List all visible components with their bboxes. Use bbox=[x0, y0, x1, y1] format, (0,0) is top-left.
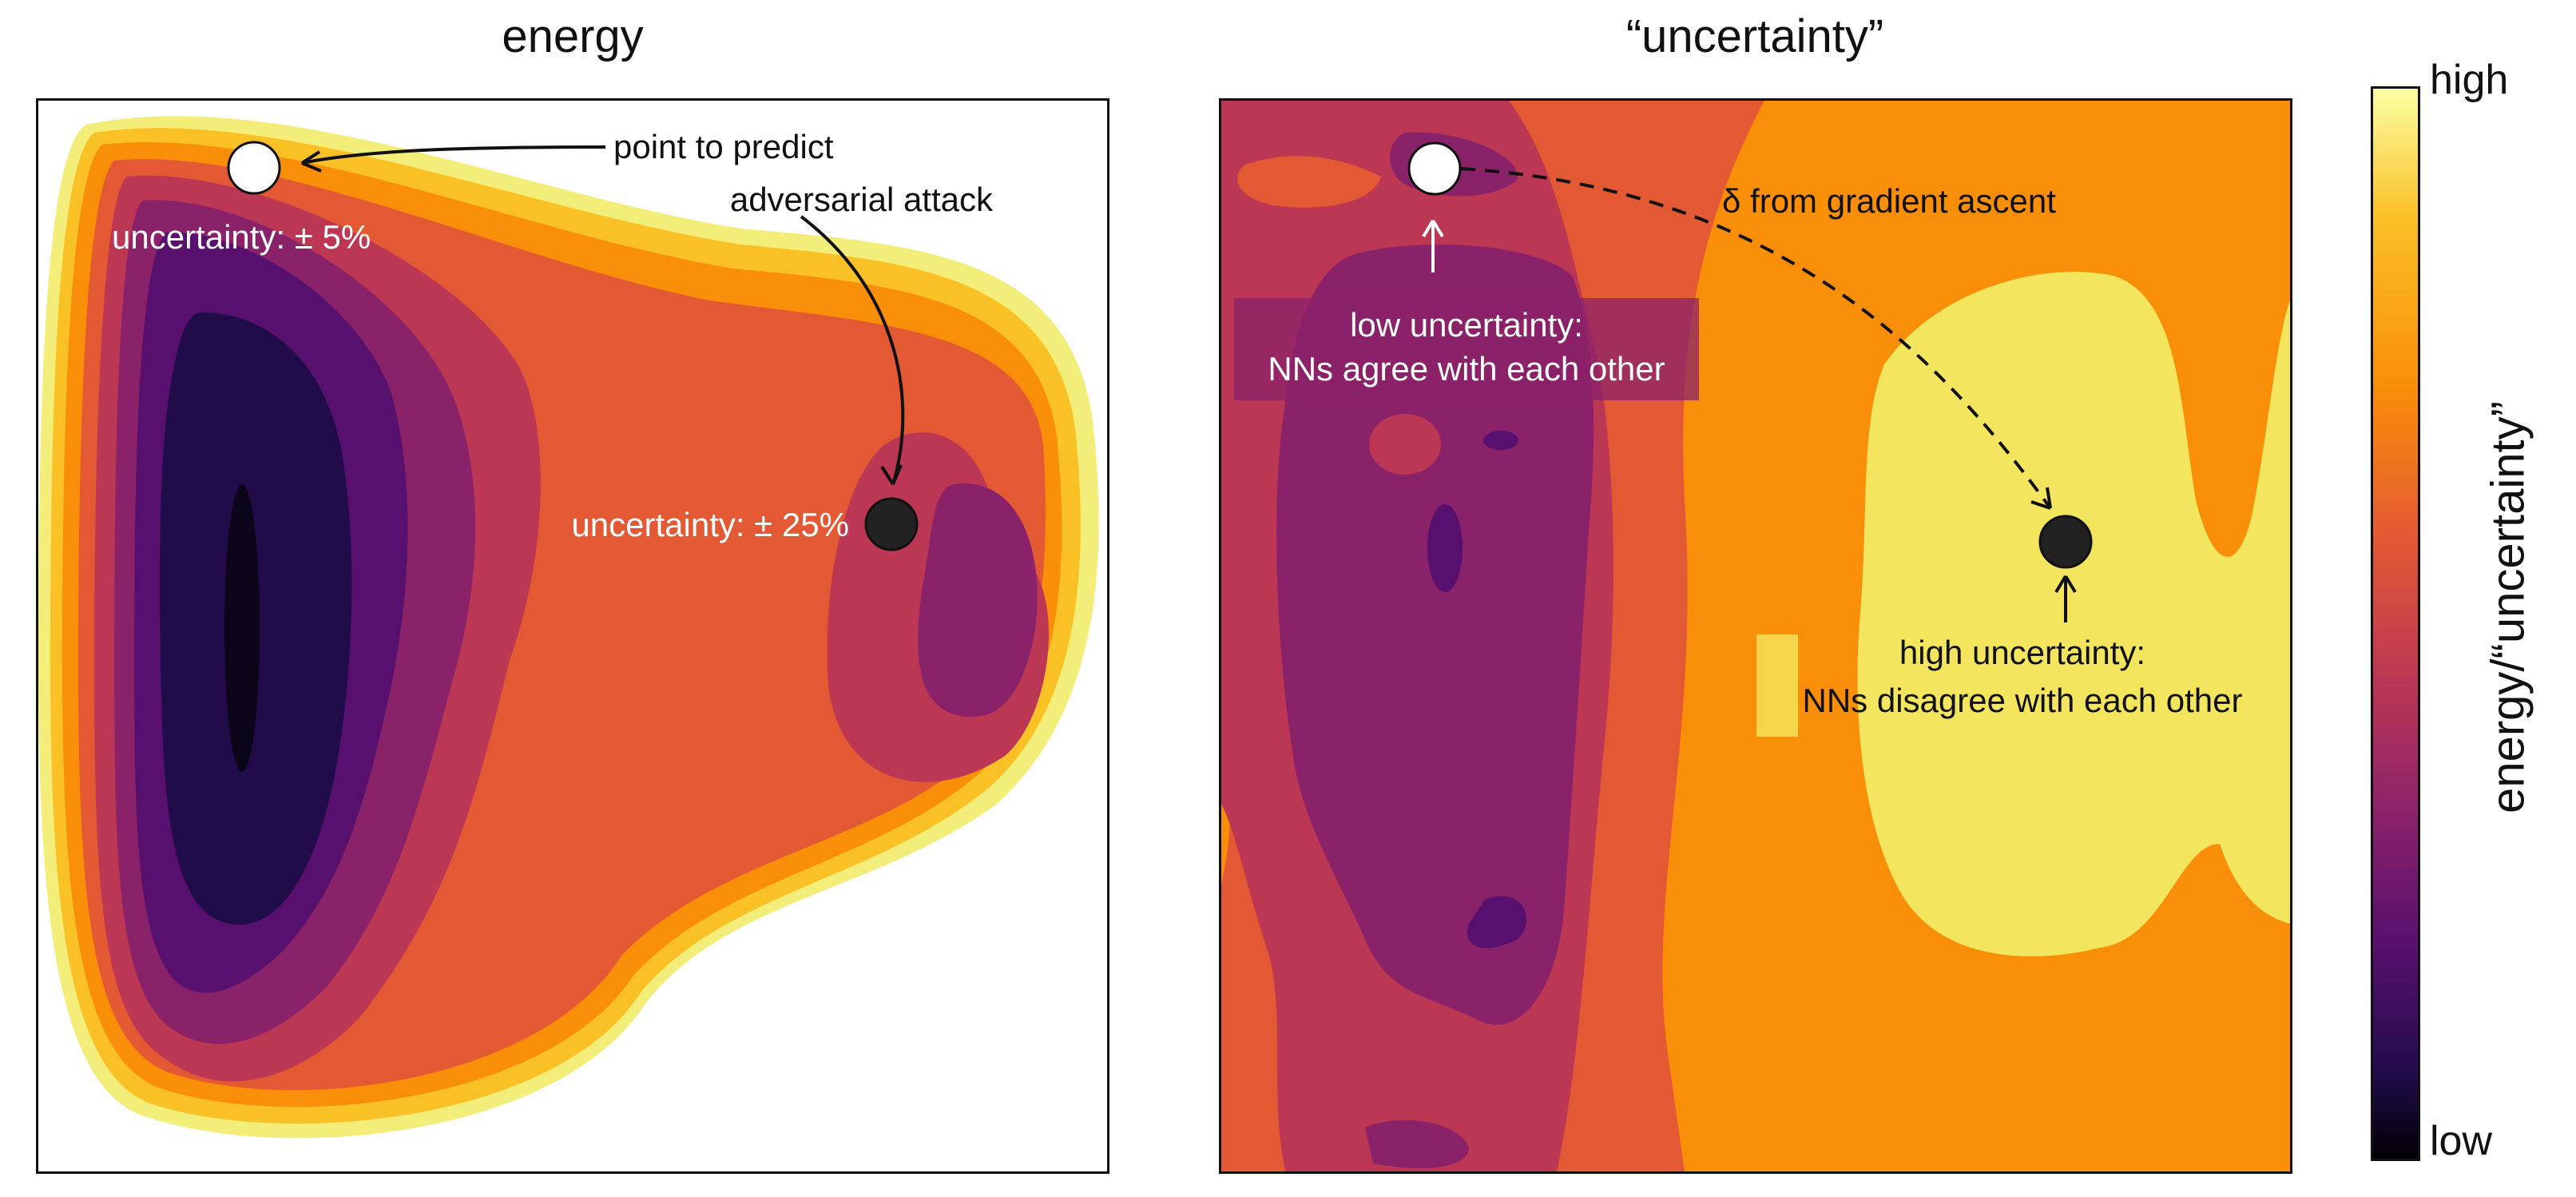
uncertainty-contour-svg: δ from gradient ascent low uncertainty: … bbox=[1221, 101, 2290, 1171]
attack-arrows bbox=[300, 145, 905, 486]
perturbed-point-marker bbox=[2038, 515, 2093, 569]
uncertainty-contour-plot: δ from gradient ascent low uncertainty: … bbox=[1219, 98, 2292, 1174]
low-uncertainty-label-box bbox=[1234, 298, 1699, 400]
adversarial-point-marker bbox=[864, 497, 919, 551]
gradient-ascent-arrow bbox=[1422, 167, 2077, 622]
energy-contour-svg: point to predict adversarial attack unce… bbox=[38, 116, 1099, 1139]
point-to-predict-marker bbox=[227, 141, 281, 195]
adversarial-attack-label: adversarial attack bbox=[730, 181, 994, 218]
low-uncertainty-desc: NNs agree with each other bbox=[1268, 350, 1665, 388]
unperturbed-point-marker bbox=[1407, 141, 1462, 196]
colorbar-high-label: high bbox=[2430, 57, 2509, 103]
uncertainty-panel-title: “uncertainty” bbox=[1625, 10, 1884, 62]
colorbar bbox=[2371, 86, 2420, 1161]
energy-panel-title: energy bbox=[502, 10, 644, 62]
colorbar-axis-label: energy/“uncertainty” bbox=[2482, 401, 2534, 813]
high-uncertainty-title: high uncertainty: bbox=[1899, 634, 2145, 671]
point-to-predict-label: point to predict bbox=[613, 128, 834, 165]
low-uncertainty-value: uncertainty: ± 5% bbox=[112, 218, 371, 256]
energy-contour-plot: point to predict adversarial attack unce… bbox=[36, 98, 1109, 1174]
high-uncertainty-value: uncertainty: ± 25% bbox=[571, 506, 849, 543]
low-uncertainty-title: low uncertainty: bbox=[1350, 306, 1583, 344]
high-uncertainty-desc: NNs disagree with each other bbox=[1803, 682, 2243, 719]
energy-contour-levels bbox=[38, 116, 1099, 1139]
gradient-ascent-label: δ from gradient ascent bbox=[1722, 182, 2056, 220]
colorbar-low-label: low bbox=[2430, 1118, 2493, 1164]
